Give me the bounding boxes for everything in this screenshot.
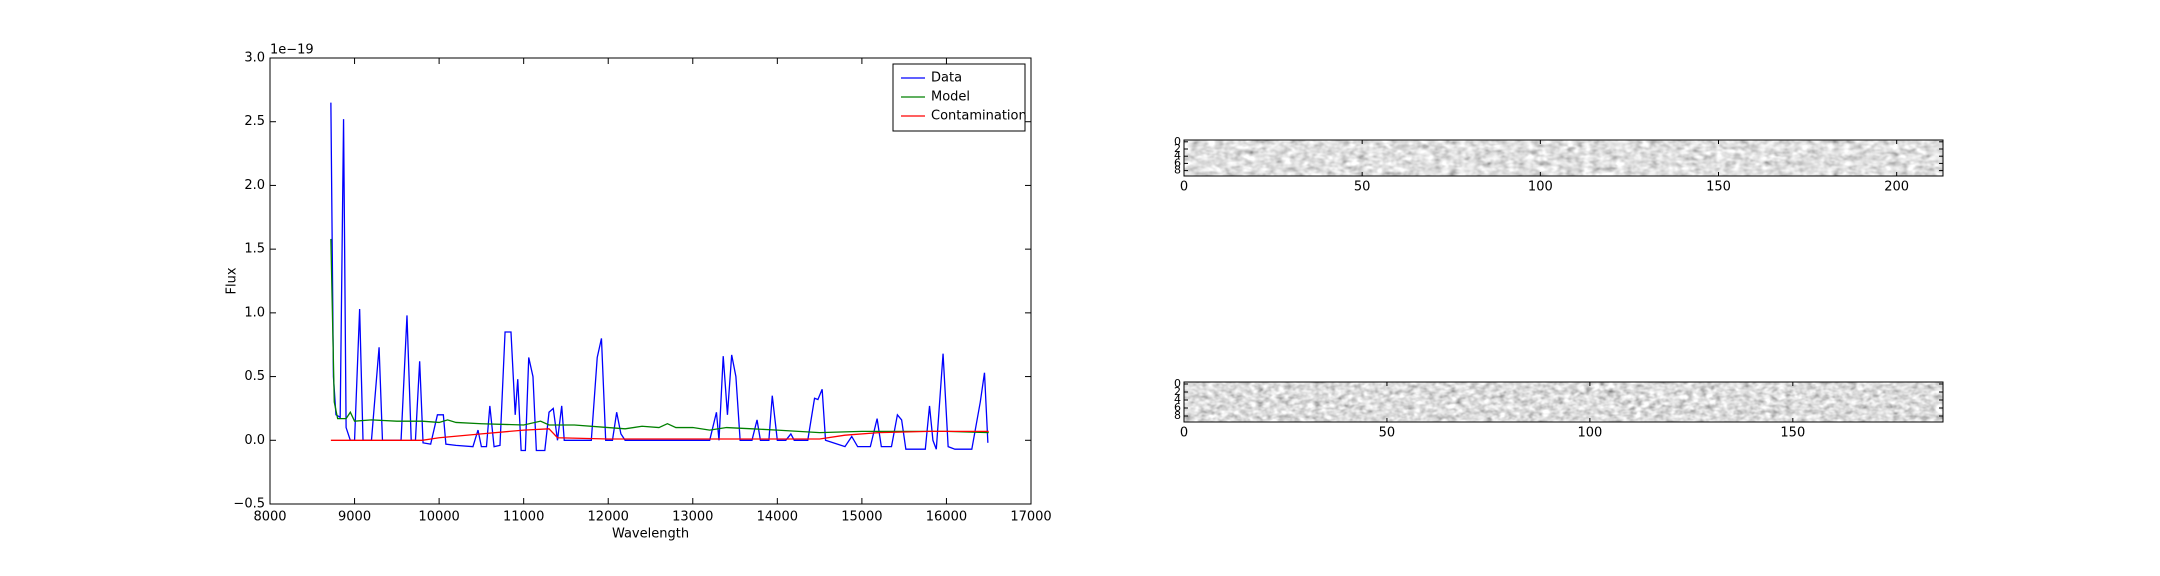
y-tick-label: 4 (1174, 393, 1181, 406)
x-tick-label: 0 (1180, 180, 1188, 195)
offset-text: 1e−19 (270, 43, 314, 58)
x-tick-label: 14000 (757, 510, 798, 525)
legend-label: Model (931, 90, 970, 105)
axes-frame (1183, 139, 1944, 177)
x-tick-label: 16000 (926, 510, 967, 525)
x-tick-label: 50 (1354, 180, 1371, 195)
x-tick-label: 13000 (672, 510, 713, 525)
y-tick-label: 0 (1174, 135, 1181, 148)
x-tick-label: 8000 (253, 510, 286, 525)
y-tick-label: 8 (1174, 164, 1181, 177)
x-tick-label: 17000 (1010, 510, 1051, 525)
x-tick-label: 150 (1780, 426, 1805, 441)
y-tick-label: 0.0 (244, 433, 265, 448)
y-tick-label: 0.5 (244, 369, 265, 384)
y-tick-label: 4 (1174, 149, 1181, 162)
legend-label: Data (931, 71, 962, 86)
x-tick-label: 150 (1706, 180, 1731, 195)
x-tick-label: 100 (1528, 180, 1553, 195)
axes-frame (1183, 381, 1944, 423)
x-tick-label: 15000 (841, 510, 882, 525)
x-tick-label: 200 (1884, 180, 1909, 195)
y-tick-label: 6 (1174, 401, 1181, 414)
y-tick-label: 6 (1174, 156, 1181, 169)
y-tick-label: 2.5 (244, 114, 265, 129)
x-axis-label: Wavelength (612, 527, 689, 542)
y-tick-label: −0.5 (233, 497, 265, 512)
x-tick-label: 9000 (338, 510, 371, 525)
x-tick-label: 100 (1577, 426, 1602, 441)
plot (330, 102, 989, 452)
y-axis-label: Flux (225, 267, 240, 294)
y-tick-label: 1.5 (244, 242, 265, 257)
y-tick-label: 2.0 (244, 178, 265, 193)
x-tick-label: 50 (1379, 426, 1396, 441)
y-tick-label: 0 (1174, 377, 1181, 390)
y-tick-label: 2 (1174, 142, 1181, 155)
x-tick-label: 12000 (588, 510, 629, 525)
y-tick-label: 8 (1174, 409, 1181, 422)
image-pixels (1184, 382, 1943, 422)
x-tick-label: 10000 (418, 510, 459, 525)
series-line (330, 428, 989, 441)
image-pixels (1184, 140, 1943, 176)
y-tick-label: 1.0 (244, 305, 265, 320)
series-line (330, 238, 989, 434)
y-tick-label: 3.0 (244, 51, 265, 66)
y-tick-label: 2 (1174, 385, 1181, 398)
legend-label: Contamination (931, 109, 1027, 124)
x-tick-label: 11000 (503, 510, 544, 525)
axes-frame (269, 57, 1032, 505)
x-tick-label: 0 (1180, 426, 1188, 441)
